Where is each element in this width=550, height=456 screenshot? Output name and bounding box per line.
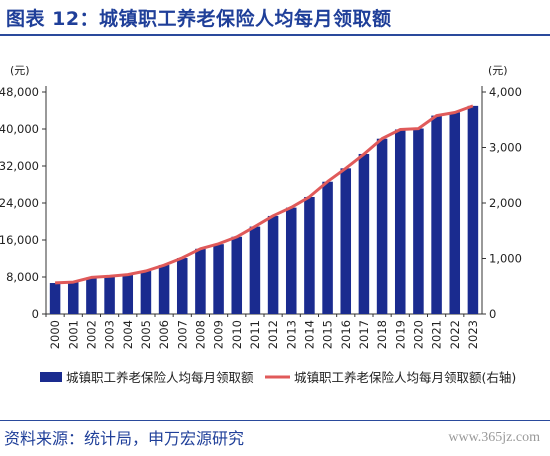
bar-2018 [376,138,388,314]
left-tick-label: 48,000 [0,85,39,99]
bar-2001 [67,282,79,314]
x-tick-label: 2000 [48,320,62,349]
bar-2007 [176,258,188,314]
bar-2015 [322,181,333,314]
x-tick-label: 2007 [175,320,189,349]
left-tick-label: 16,000 [0,233,39,247]
right-axis: (元) 0 1,000 2,000 3,000 4,000 [46,64,522,321]
x-tick-label: 2014 [302,320,316,349]
left-tick-label: 0 [32,307,39,321]
bar-2003 [104,276,115,314]
bar-2010 [231,236,243,314]
bar-2006 [158,264,170,314]
series-line [55,104,474,285]
x-tick-label: 2015 [321,320,335,349]
right-axis-unit: (元) [488,64,508,77]
left-tick-label: 24,000 [0,196,39,210]
x-tick-label: 2013 [284,320,298,349]
x-tick-label: 2017 [357,320,371,349]
left-tick-label: 32,000 [0,159,39,173]
bar-2019 [394,129,406,314]
x-tick-label: 2019 [393,320,407,349]
x-tick-label: 2001 [66,320,80,349]
x-tick-label: 2022 [448,320,462,349]
bar-2013 [285,207,297,314]
chart: (元)08,00016,00024,00032,00040,00048,000 … [0,64,522,385]
bar-2016 [340,168,352,314]
x-tick-label: 2012 [266,320,280,349]
legend: 城镇职工养老保险人均每月领取额 城镇职工养老保险人均每月领取额(右轴) [40,370,516,385]
x-tick-label: 2021 [430,320,444,349]
bar-2009 [213,244,224,314]
bar-2005 [140,270,152,314]
bar-2011 [249,226,261,314]
legend-bar-swatch [40,372,62,382]
chart-title: 图表 12：城镇职工养老保险人均每月领取额 [6,8,392,30]
x-tick-label: 2011 [248,320,262,349]
x-tick-label: 2009 [212,320,226,349]
x-tick-label: 2018 [375,320,389,349]
left-tick-label: 40,000 [0,122,39,136]
title-divider [0,34,550,36]
right-tick-label: 4,000 [489,85,522,99]
x-tick-label: 2020 [411,320,425,349]
source-note: 资料来源：统计局，申万宏源研究 [4,429,245,448]
bar-2004 [122,274,134,314]
left-axis-unit: (元) [10,64,30,77]
bar-2017 [358,153,370,314]
x-tick-label: 2016 [339,320,353,349]
bar-2021 [431,115,442,315]
right-tick-label: 1,000 [489,252,522,266]
bar-2014 [304,196,315,314]
bar-2002 [86,277,97,314]
bar-2022 [449,112,461,314]
source-divider [0,420,550,421]
x-axis-ticks: 2000 2001 2002 2003 2004 2005 2006 2007 2008 2009… [45,314,480,349]
x-tick-label: 2003 [103,320,117,349]
bar-2023 [467,105,479,314]
bar-2008 [195,248,206,314]
right-tick-label: 3,000 [489,141,522,155]
bar-2020 [413,128,424,314]
x-tick-label: 2004 [121,320,135,349]
bar-2012 [267,215,279,314]
x-tick-label: 2005 [139,320,153,349]
legend-bar-label: 城镇职工养老保险人均每月领取额 [66,370,254,385]
right-tick-label: 2,000 [489,196,522,210]
watermark: www.365jz.com [448,430,540,445]
left-tick-label: 8,000 [6,270,39,284]
line-series [55,104,474,285]
bar-series [49,105,479,315]
x-tick-label: 2002 [84,320,98,349]
legend-line-label: 城镇职工养老保险人均每月领取额(右轴) [294,370,516,385]
x-tick-label: 2008 [193,320,207,349]
x-tick-label: 2006 [157,320,171,349]
x-tick-label: 2023 [466,320,480,349]
right-tick-label: 0 [489,307,496,321]
x-tick-label: 2010 [230,320,244,349]
bar-2000 [49,283,61,314]
left-axis: (元) 0 8,000 16,000 24,000 32,000 40,000 48,000 [0,64,47,321]
